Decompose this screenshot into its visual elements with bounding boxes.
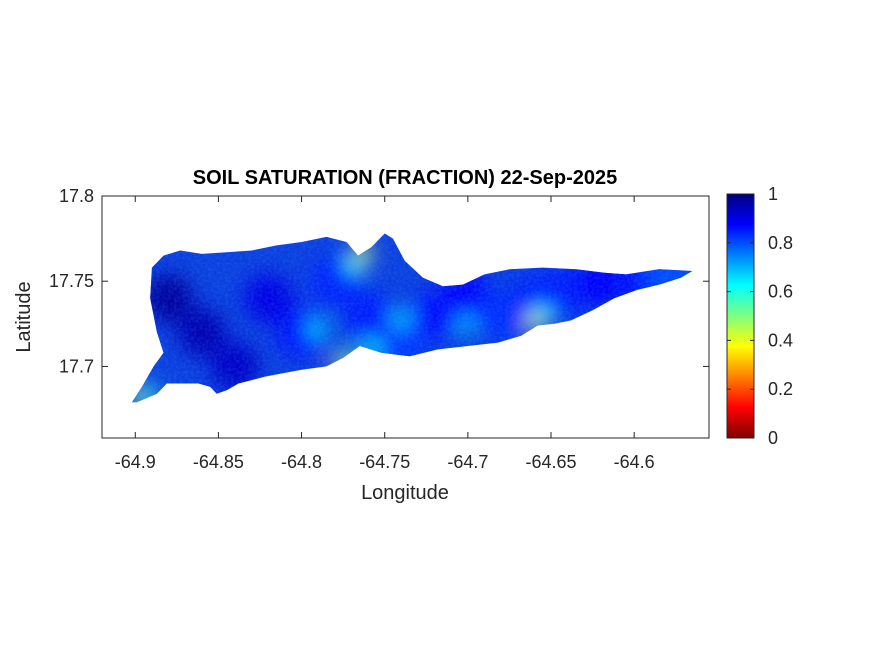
chart-title: SOIL SATURATION (FRACTION) 22-Sep-2025 (193, 167, 618, 189)
x-tick-label: -64.8 (281, 452, 322, 472)
x-axis: -64.9 -64.85 -64.8 -64.75 -64.7 -64.65 -64.6 (115, 196, 655, 472)
x-axis-label: Longitude (361, 482, 449, 504)
y-axis-label: Latitude (13, 281, 35, 352)
colorbar-tick-label: 0.6 (768, 282, 793, 302)
x-tick-label: -64.6 (614, 452, 655, 472)
colorbar: 0 0.2 0.4 0.6 0.8 1 (726, 184, 793, 448)
x-tick-label: -64.7 (447, 452, 488, 472)
colorbar-tick-label: 0.2 (768, 379, 793, 399)
colorbar-tick-label: 1 (768, 184, 778, 204)
y-tick-label: 17.75 (49, 271, 94, 291)
colorbar-tick-label: 0.4 (768, 330, 793, 350)
y-tick-label: 17.7 (59, 356, 94, 376)
colorbar-tick-label: 0 (768, 428, 778, 448)
plot-frame (101, 195, 710, 439)
x-tick-label: -64.75 (359, 452, 410, 472)
x-tick-label: -64.65 (525, 452, 576, 472)
plot-area: -64.9 -64.85 -64.8 -64.75 -64.7 -64.65 -64.6 1… (49, 186, 710, 472)
colorbar-tick-label: 0.8 (768, 233, 793, 253)
x-tick-label: -64.85 (193, 452, 244, 472)
y-tick-label: 17.8 (59, 186, 94, 206)
x-tick-label: -64.9 (115, 452, 156, 472)
colorbar-gradient (726, 193, 755, 439)
y-axis: 17.7 17.75 17.8 (49, 186, 709, 376)
